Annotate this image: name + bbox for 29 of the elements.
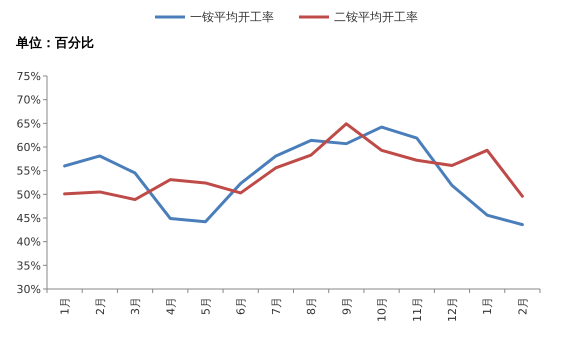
x-tick-label: 4月 [164, 297, 178, 315]
y-tick-label: 65% [16, 117, 41, 130]
legend-label: 二铵平均开工率 [334, 10, 418, 24]
text: 单位：百分比 [15, 35, 94, 51]
x-tick-label: 6月 [234, 297, 248, 315]
y-tick-label: 35% [16, 259, 41, 272]
legend-label: 一铵平均开工率 [190, 10, 274, 24]
x-tick-label: 1月 [58, 297, 72, 315]
x-tick-label: 1月 [481, 297, 494, 315]
y-tick-label: 45% [16, 212, 41, 225]
y-tick-label: 60% [16, 141, 41, 154]
y-tick-label: 75% [16, 70, 41, 83]
y-tick-label: 30% [16, 283, 41, 296]
y-tick-label: 70% [16, 94, 41, 107]
x-tick-label: 2月 [516, 297, 530, 315]
x-tick-label: 9月 [340, 297, 354, 315]
line-series [63, 126, 524, 226]
x-tick-label: 5月 [199, 297, 212, 315]
x-tick-label: 7月 [270, 297, 283, 315]
x-tick-label: 11月 [410, 297, 424, 322]
y-tick-label: 55% [16, 164, 41, 178]
x-tick-label: 10月 [376, 297, 389, 322]
x-tick-label: 3月 [129, 297, 142, 315]
y-tick-label: 40% [16, 236, 41, 249]
x-tick-label: 2月 [94, 297, 107, 315]
line-series [63, 122, 524, 202]
x-tick-label: 8月 [305, 297, 318, 315]
x-tick-label: 12月 [446, 297, 459, 322]
y-tick-label: 50% [16, 188, 41, 202]
